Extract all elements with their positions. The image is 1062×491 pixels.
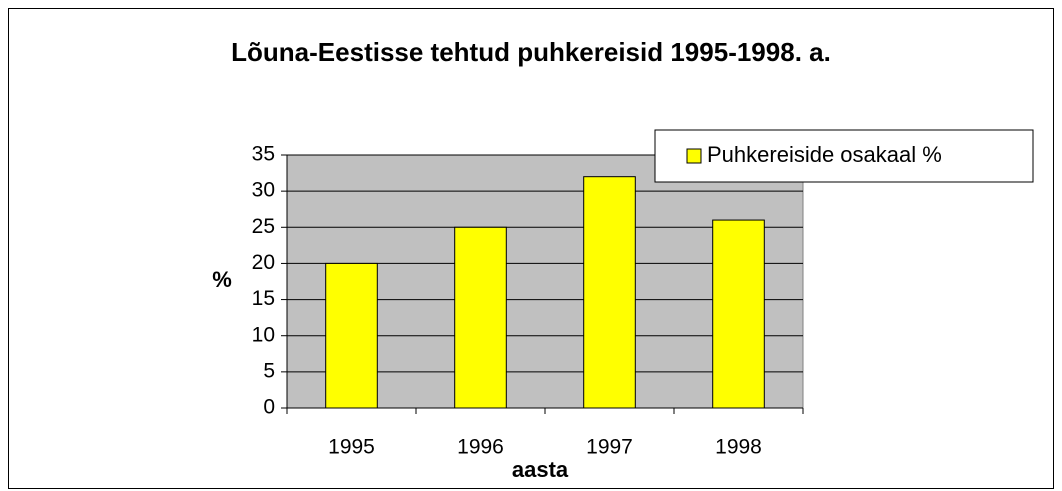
legend-swatch xyxy=(686,148,702,164)
bar xyxy=(583,176,636,409)
y-tick-label: 20 xyxy=(252,251,275,274)
chart-title: Lõuna-Eestisse tehtud puhkereisid 1995-1… xyxy=(231,37,831,67)
y-tick-label: 30 xyxy=(252,179,275,202)
y-tick-label: 10 xyxy=(252,323,275,346)
y-tick-label: 35 xyxy=(252,143,275,166)
legend-box xyxy=(654,129,1034,183)
y-tick-label: 25 xyxy=(252,215,275,238)
bar xyxy=(712,219,765,409)
x-tick-label: 1998 xyxy=(715,436,762,459)
x-tick-label: 1995 xyxy=(328,436,375,459)
legend-label: Puhkereiside osakaal % xyxy=(707,142,942,167)
y-axis-label: % xyxy=(212,267,232,292)
x-tick-label: 1997 xyxy=(586,436,633,459)
bar xyxy=(454,226,507,409)
y-tick-label: 5 xyxy=(263,359,275,382)
x-tick-label: 1996 xyxy=(457,436,504,459)
y-tick-label: 0 xyxy=(263,396,275,419)
bar xyxy=(325,262,378,409)
y-tick-label: 15 xyxy=(252,287,275,310)
x-axis-label: aasta xyxy=(512,457,569,482)
